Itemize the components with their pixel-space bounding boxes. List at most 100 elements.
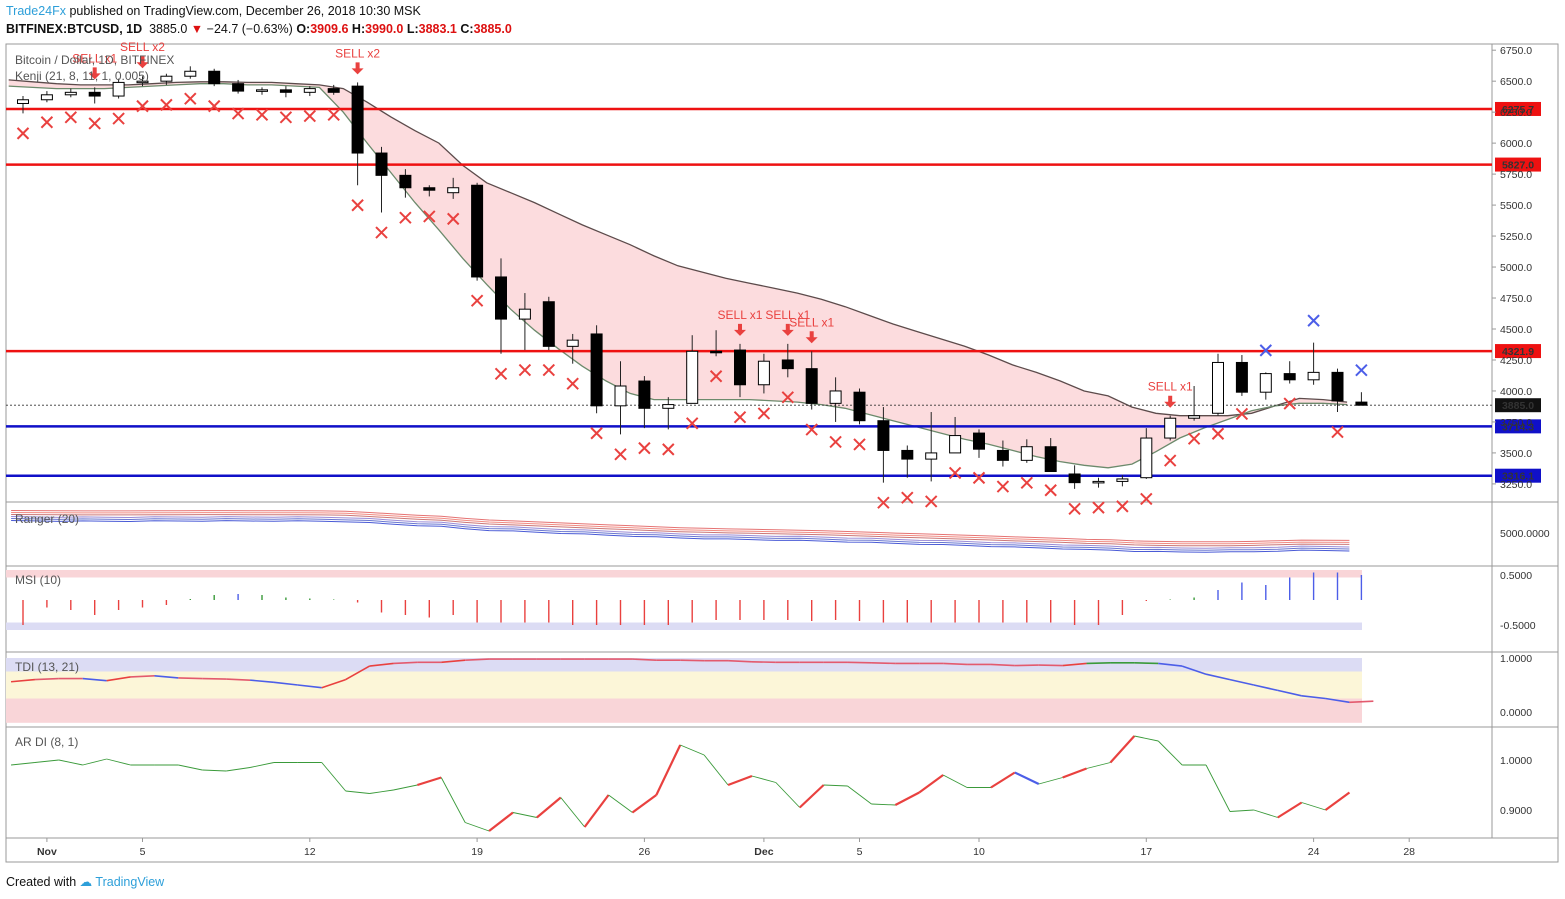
tdi-line <box>249 679 275 684</box>
y-tick-label: 6000.0 <box>1500 138 1532 150</box>
tdi-label: TDI (13, 21) <box>15 660 79 674</box>
indicator-label: Kenji (21, 8, 11, 1, 0.005) <box>15 69 149 83</box>
candle-body <box>1140 437 1153 479</box>
ardi-line <box>106 758 131 766</box>
ranger-line <box>11 510 1350 543</box>
signal-cross <box>351 199 364 212</box>
ardi-line <box>680 744 705 756</box>
tdi-line <box>297 684 322 689</box>
candle-body <box>375 152 388 176</box>
x-tick-label: Dec <box>754 846 773 858</box>
current-price-badge <box>1495 398 1541 413</box>
tdi-tick-label: 1.0000 <box>1500 653 1532 665</box>
ardi-line <box>847 785 872 805</box>
y-tick-label: 5000.0 <box>1500 262 1532 274</box>
candle-body <box>256 89 268 92</box>
level-badge <box>1495 419 1541 434</box>
candle-body <box>518 308 531 320</box>
sell-signal-label: SELL x1 <box>789 315 834 329</box>
signal-cross <box>64 111 78 124</box>
tdi-line <box>441 659 466 664</box>
tdi-line <box>1325 697 1350 704</box>
signal-cross <box>184 92 197 105</box>
ardi-line <box>488 811 514 832</box>
ardi-line <box>34 759 59 763</box>
signal-cross <box>136 99 149 113</box>
tdi-line <box>393 661 418 665</box>
kenji-lower-line <box>8 83 1348 469</box>
level-badge <box>1495 101 1541 116</box>
candle-body <box>399 174 412 189</box>
y-tick-label: 4500.0 <box>1500 324 1532 336</box>
tdi-line <box>728 659 752 663</box>
open-value: 3909.6 <box>310 22 349 36</box>
sell-signal-label: SELL x1 <box>718 308 763 322</box>
sell-arrow-icon <box>351 62 364 75</box>
signal-cross <box>662 443 675 456</box>
ranger-tick-label: 5000.0000 <box>1500 528 1550 540</box>
signal-cross <box>1211 427 1225 440</box>
signal-cross <box>1283 397 1296 410</box>
candle-body <box>805 368 818 404</box>
signal-cross <box>590 427 603 440</box>
ardi-line <box>417 776 442 787</box>
tdi-line <box>1134 662 1159 665</box>
candle-body <box>686 350 699 404</box>
y-tick-label: 3250.0 <box>1500 479 1532 491</box>
y-tick-label: 4000.0 <box>1500 386 1532 398</box>
price-chart[interactable]: 6275.7 5827.0 4321.9 3714.3 3316.1 3885.0 6750… <box>0 0 1565 870</box>
candle-body <box>829 390 842 404</box>
tdi-line <box>273 681 298 686</box>
signal-cross <box>1068 502 1081 516</box>
footer: Created with ☁ TradingView <box>6 874 164 889</box>
candle-body <box>40 94 53 101</box>
candle-body <box>710 350 723 354</box>
msi-tick-label: 0.5000 <box>1500 570 1532 582</box>
candle-body <box>757 360 770 386</box>
signal-cross <box>1020 476 1034 490</box>
signal-cross <box>446 212 460 226</box>
tdi-line <box>680 659 705 662</box>
ardi-line <box>82 758 107 766</box>
signal-cross <box>88 117 101 130</box>
ardi-line <box>536 796 562 819</box>
x-tick-label: 19 <box>471 846 483 858</box>
ardi-line <box>345 790 370 794</box>
tdi-line <box>345 665 370 681</box>
tdi-line <box>1038 664 1063 667</box>
level-label: 4321.9 <box>1502 346 1534 358</box>
candle-body <box>1116 478 1129 482</box>
signal-cross <box>805 423 818 436</box>
ardi-label: AR DI (8, 1) <box>15 735 78 749</box>
signal-cross <box>494 367 508 380</box>
tradingview-logo-icon[interactable]: ☁ <box>79 875 93 889</box>
close-value: 3885.0 <box>473 22 512 36</box>
candle-body <box>662 404 675 409</box>
candle-body <box>734 349 746 386</box>
signal-cross <box>1187 432 1201 445</box>
signal-cross <box>40 116 54 129</box>
candle-body <box>279 89 292 93</box>
candle-body <box>901 449 914 460</box>
signal-cross <box>566 377 579 390</box>
signal-cross <box>1259 344 1273 357</box>
y-tick-label: 3750.0 <box>1500 417 1532 429</box>
publisher-name[interactable]: Trade24Fx <box>6 4 66 18</box>
sell-signal-label: SELL x1 <box>1148 380 1193 394</box>
candle-body <box>232 83 245 92</box>
price-change: −24.7 (−0.63%) <box>206 22 293 36</box>
ardi-line <box>583 794 610 828</box>
x-tick-label: 12 <box>304 846 316 858</box>
signal-cross <box>829 435 842 449</box>
candle-body <box>925 452 938 460</box>
tdi-line <box>990 663 1015 667</box>
signal-cross <box>1044 484 1057 497</box>
candle-body <box>64 91 77 96</box>
tdi-line <box>1158 662 1183 667</box>
signal-cross <box>160 98 173 112</box>
y-tick-label: 4250.0 <box>1500 355 1532 367</box>
tdi-line <box>1062 662 1087 667</box>
ardi-line <box>727 774 753 787</box>
tradingview-link[interactable]: TradingView <box>95 875 165 889</box>
candle-body <box>1212 361 1224 414</box>
